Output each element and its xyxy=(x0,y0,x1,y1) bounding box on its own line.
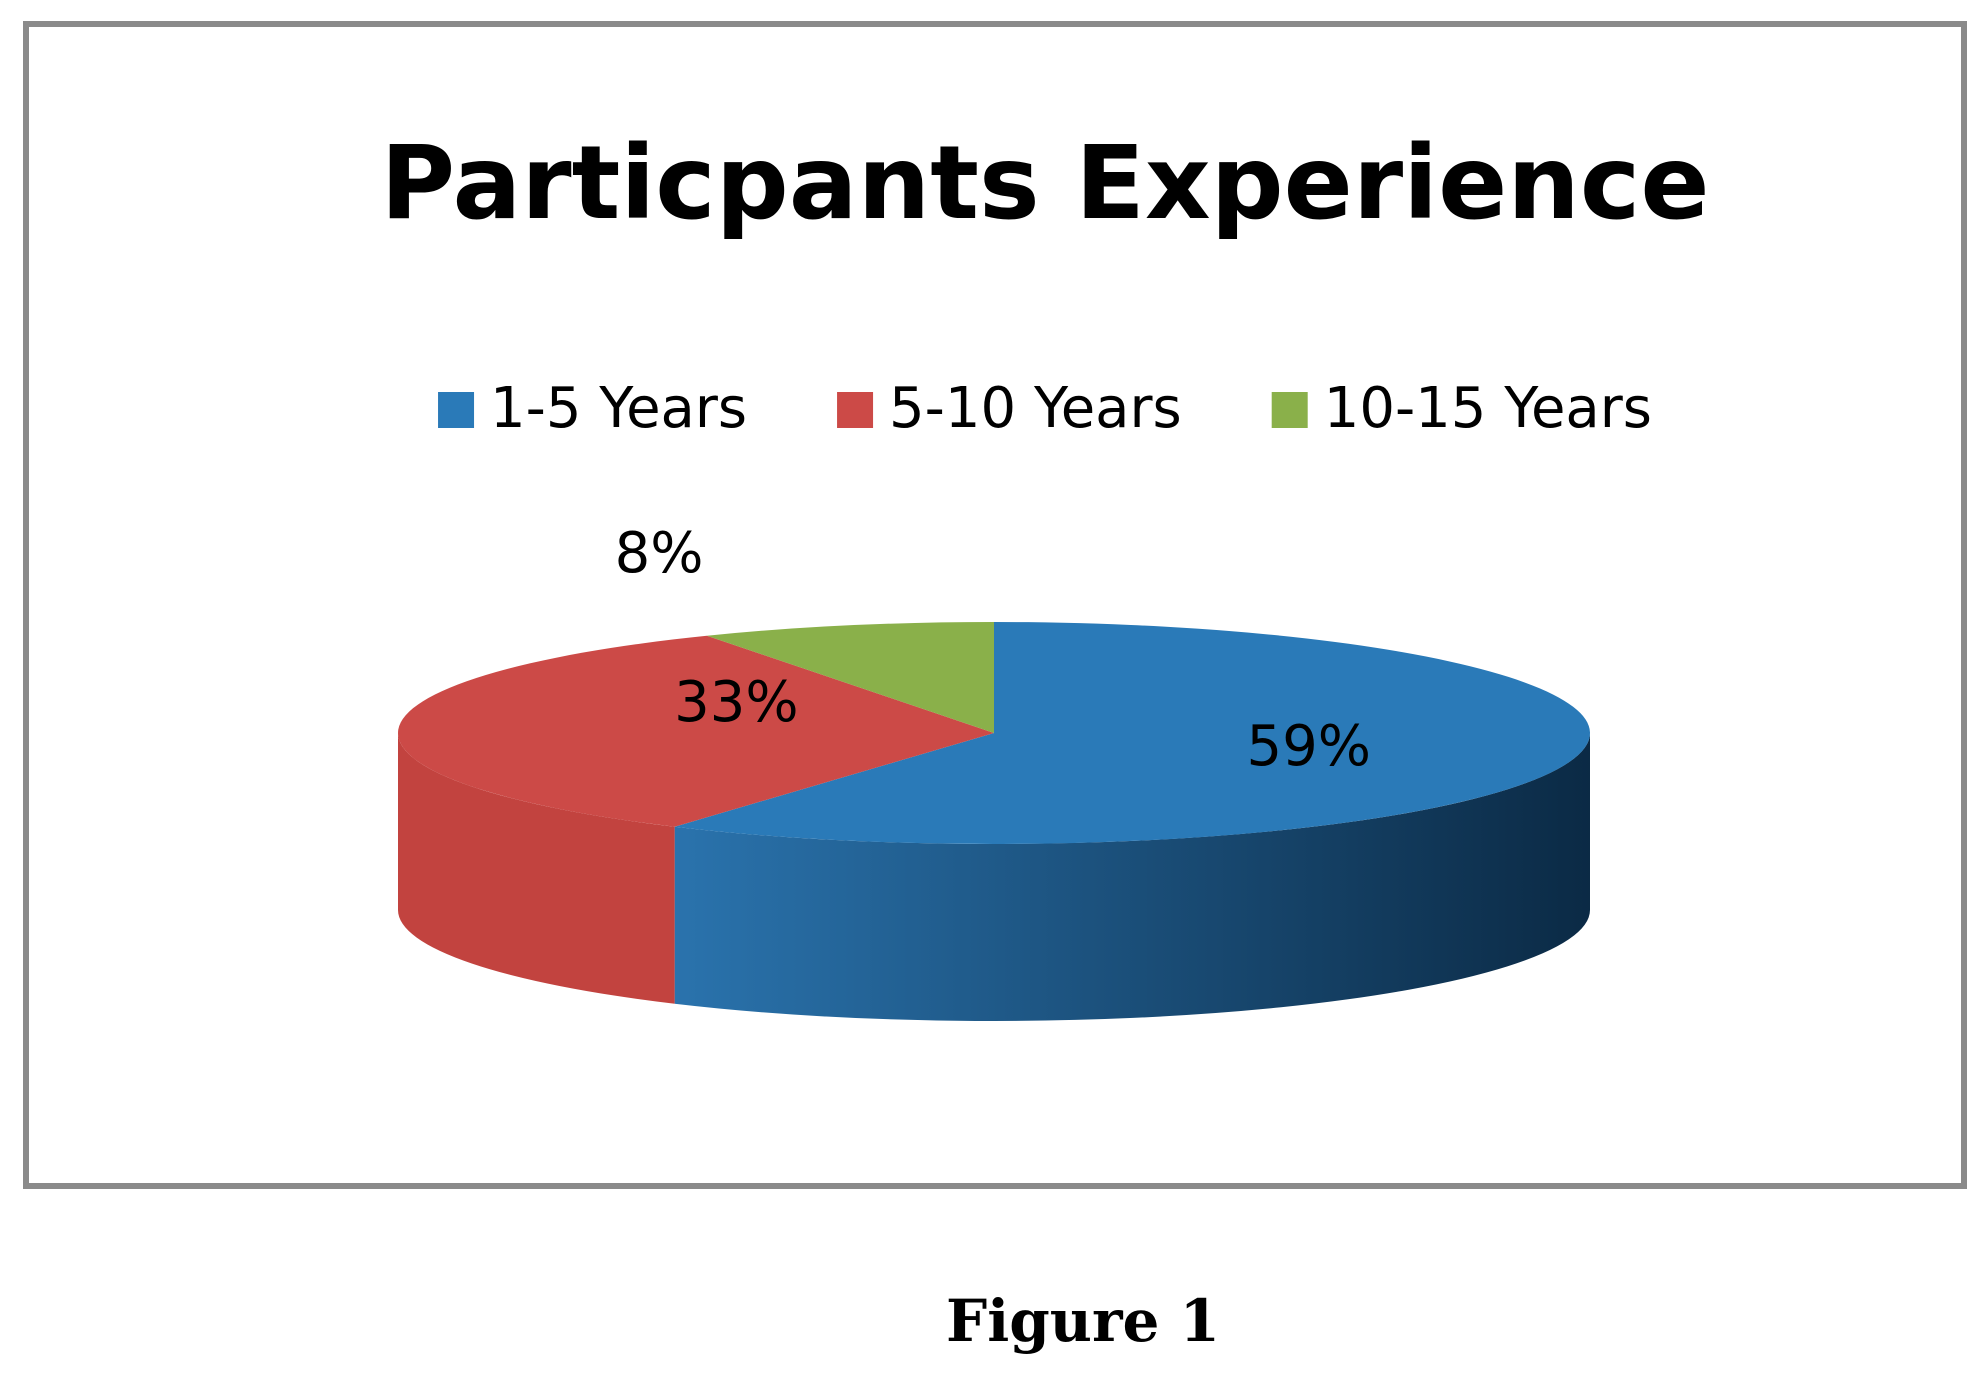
legend-label: 10-15 Years xyxy=(1324,376,1652,441)
pie-slice-side xyxy=(398,733,675,1004)
chart-title: Particpants Experience xyxy=(380,124,1709,243)
pie-slice xyxy=(706,622,994,733)
pie-slice xyxy=(397,635,994,827)
legend-swatch xyxy=(438,392,475,428)
legend-swatch xyxy=(1271,392,1308,428)
data-label: 33% xyxy=(674,670,798,735)
legend-label: 1-5 Years xyxy=(490,376,747,441)
data-label: 59% xyxy=(1247,714,1371,779)
pie-slice xyxy=(674,622,1590,845)
legend: 1-5 Years 5-10 Years 10-15 Years xyxy=(438,376,1652,441)
legend-label: 5-10 Years xyxy=(889,376,1182,441)
data-label: 8% xyxy=(615,521,704,586)
pie: 59% 33% 8% xyxy=(397,521,1590,1022)
legend-swatch xyxy=(837,392,874,428)
figure-caption: Figure 1 xyxy=(946,1287,1220,1355)
pie-slice-side xyxy=(674,733,1590,1022)
